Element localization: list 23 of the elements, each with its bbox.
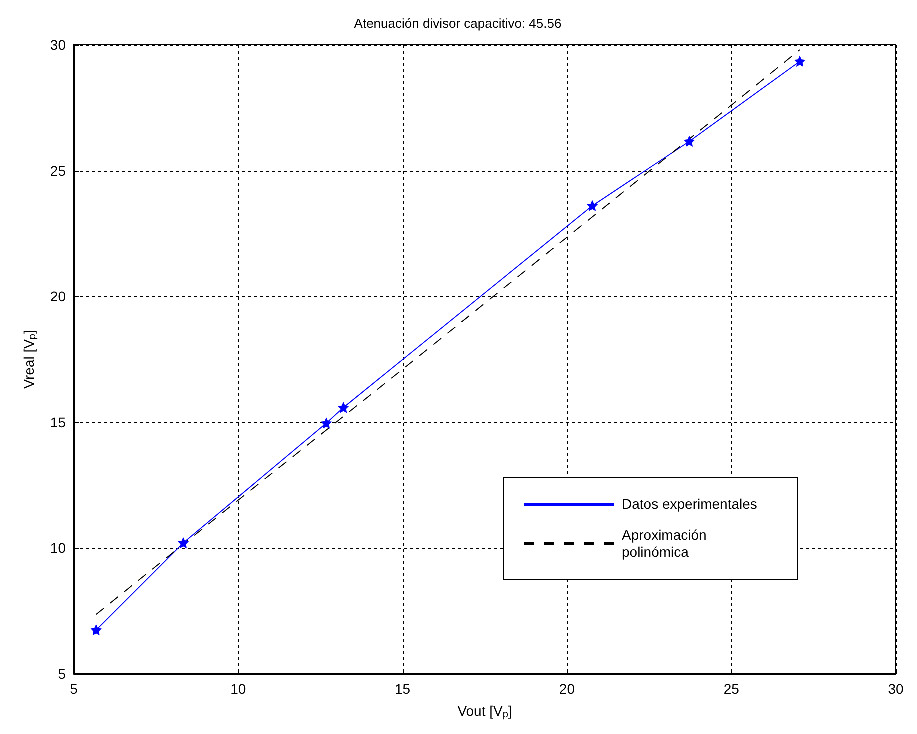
point	[684, 136, 694, 146]
point	[338, 403, 348, 413]
y-tick-label: 25	[50, 162, 66, 179]
x-tick-label: 25	[724, 681, 740, 697]
chart-title: Atenuación divisor capacitivo: 45.56	[354, 16, 562, 31]
y-tick-label: 30	[50, 37, 66, 53]
point	[322, 418, 332, 428]
y-tick-label: 15	[50, 414, 66, 430]
y-axis-title: Vreal [Vp]	[21, 330, 38, 389]
x-tick-label: 20	[559, 681, 576, 697]
y-tick-label: 10	[50, 540, 66, 556]
point	[92, 625, 102, 635]
point	[178, 538, 188, 548]
x-tick-label: 30	[888, 681, 904, 697]
point	[588, 201, 598, 211]
y-tick-label: 5	[58, 666, 66, 682]
x-tick-label: 5	[70, 681, 78, 697]
point	[795, 56, 805, 66]
legend-label: Aproximación polinómica	[622, 527, 707, 561]
legend-label: Datos experimentales	[622, 496, 758, 513]
x-tick-label: 10	[230, 681, 246, 697]
y-tick-label: 20	[50, 288, 66, 305]
x-tick-label: 15	[395, 681, 411, 697]
